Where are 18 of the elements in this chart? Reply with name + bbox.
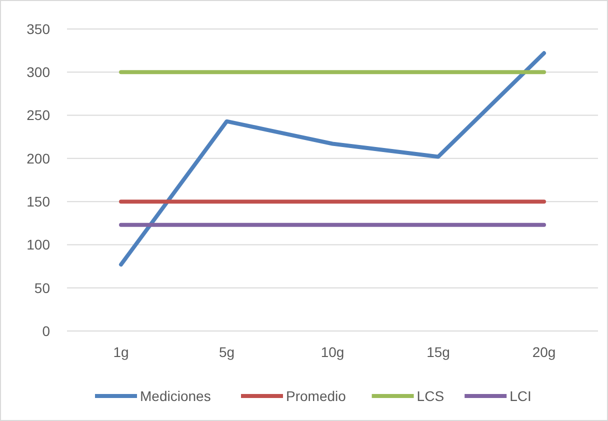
- x-tick-label: 1g: [113, 344, 129, 360]
- y-tick-label: 0: [42, 322, 50, 339]
- y-tick-label: 250: [26, 107, 50, 124]
- x-tick-label: 20g: [532, 344, 556, 360]
- y-tick-label: 350: [26, 20, 50, 37]
- line-series: [119, 51, 546, 267]
- y-tick-label: 50: [34, 280, 50, 296]
- legend-label: LCI: [510, 388, 532, 404]
- legend-label: LCS: [416, 388, 444, 404]
- legend-label: Mediciones: [140, 388, 211, 404]
- x-tick-label: 10g: [320, 344, 344, 360]
- y-tick-label: 150: [26, 193, 50, 210]
- x-tick-label: 15g: [426, 344, 450, 360]
- y-tick-label: 300: [26, 64, 50, 80]
- x-tick-label: 5g: [218, 344, 235, 360]
- legend-label: Promedio: [286, 388, 346, 404]
- y-tick-label: 200: [26, 150, 50, 166]
- y-tick-label: 100: [26, 236, 50, 253]
